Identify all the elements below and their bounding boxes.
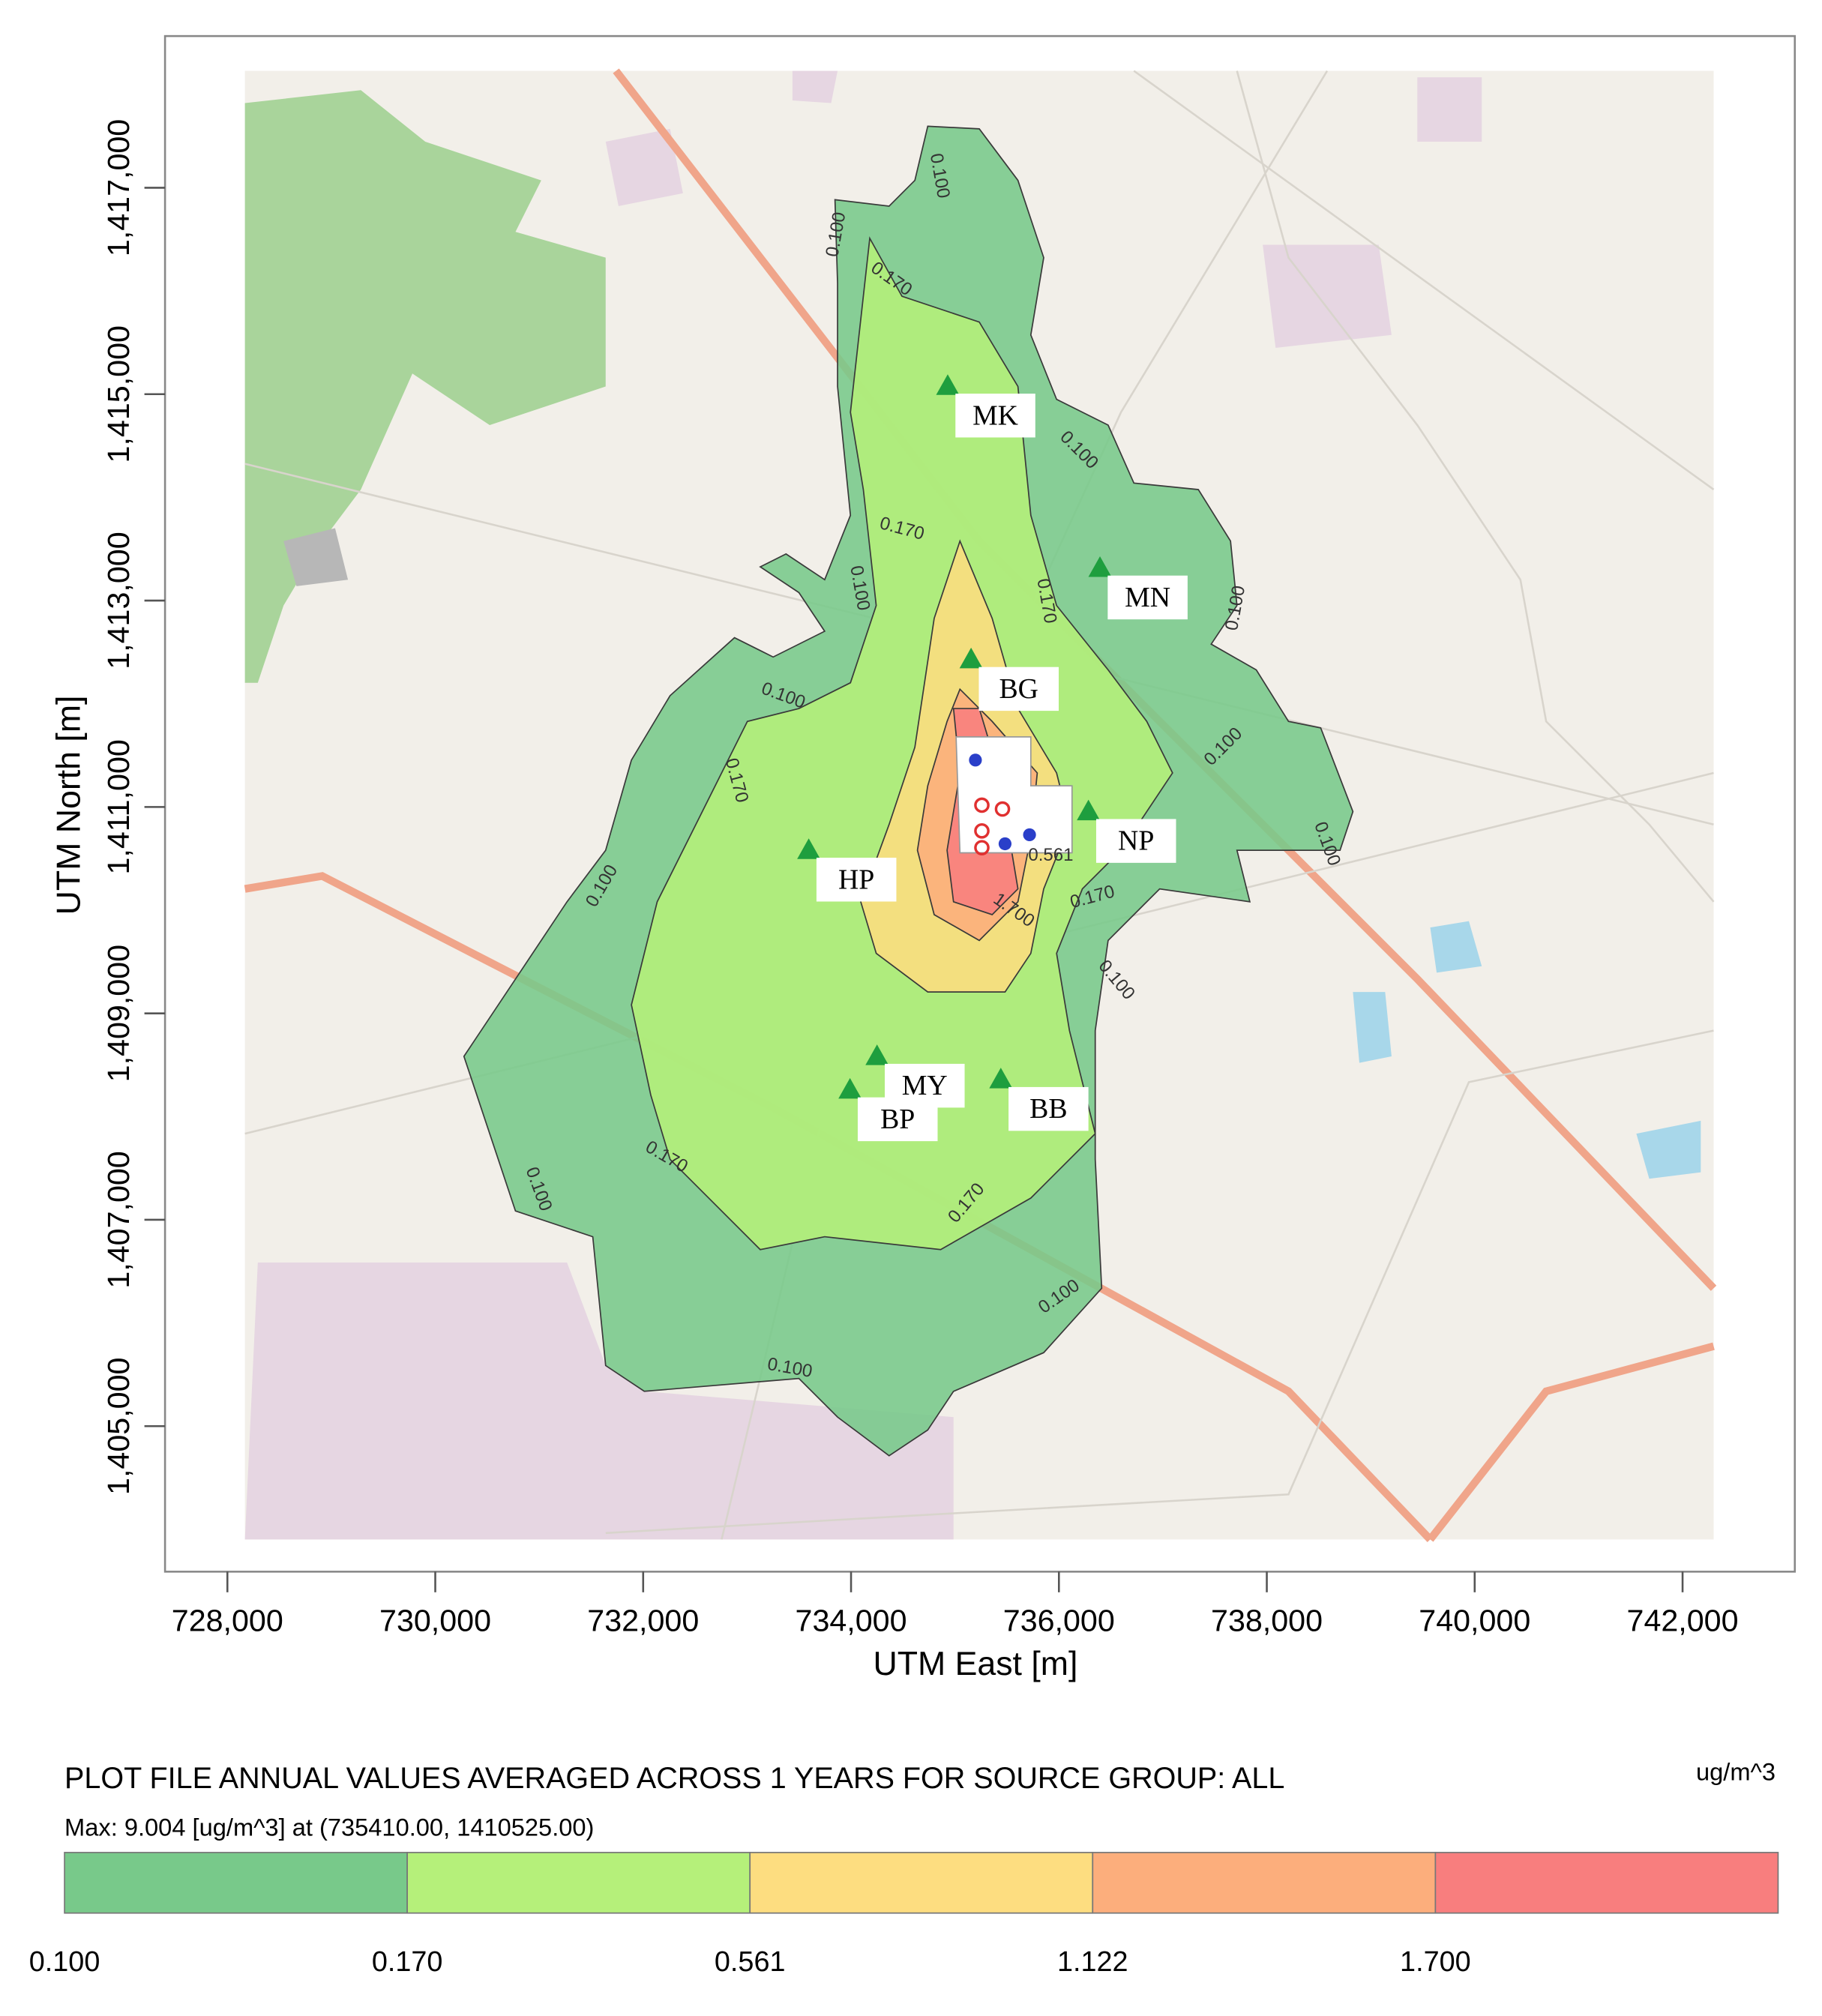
x-axis-title: UTM East [m]	[873, 1646, 1077, 1682]
x-tick-label: 732,000	[587, 1603, 699, 1637]
legend-label: 1.122	[1057, 1946, 1128, 1978]
receptor-marker	[865, 1044, 889, 1065]
receptor-marker	[1088, 556, 1112, 577]
x-tick-label: 730,000	[379, 1603, 491, 1637]
x-tick-label: 736,000	[1003, 1603, 1115, 1637]
receptor-label: HP	[838, 864, 874, 895]
dynamic-layer: 728,000 730,000 732,000 734,000 736,000 738,0…	[29, 119, 1779, 1978]
receptor-label: MN	[1125, 582, 1170, 613]
receptor-marker	[959, 647, 983, 669]
y-tick-label: 1,411,000	[101, 739, 136, 874]
receptor-label-box	[955, 394, 1035, 438]
plot-frame	[163, 34, 1797, 1573]
receptor-marker	[838, 1077, 862, 1099]
receptor-marker	[989, 1068, 1013, 1089]
legend-label: 0.100	[29, 1946, 100, 1978]
contour-region	[631, 236, 1173, 1251]
facility	[955, 736, 1073, 855]
receptor-label: BP	[880, 1104, 915, 1135]
x-tick-label: 742,000	[1627, 1603, 1739, 1637]
x-tick-label: 728,000	[172, 1603, 283, 1637]
legend-label: 0.561	[715, 1946, 786, 1978]
legend-label: 0.170	[372, 1946, 443, 1978]
receptor-label-box	[1095, 819, 1176, 863]
x-tick-label: 738,000	[1211, 1603, 1323, 1637]
receptor-label-box	[816, 858, 897, 902]
receptor-label: MK	[972, 400, 1018, 431]
receptor-marker	[1077, 799, 1101, 821]
x-tick-label: 734,000	[796, 1603, 907, 1637]
max-value-text: Max: 9.004 [ug/m^3] at (735410.00, 14105…	[64, 1814, 594, 1841]
receptor-marker	[797, 838, 821, 859]
y-tick-label: 1,417,000	[101, 119, 136, 256]
receptor-label-box	[1008, 1086, 1089, 1131]
receptor-label: NP	[1118, 825, 1154, 857]
y-axis-title: UTM North [m]	[51, 696, 88, 915]
legend-swatch	[749, 1852, 1094, 1914]
receptor-label: MY	[902, 1070, 948, 1101]
legend-units: ug/m^3	[1696, 1758, 1776, 1786]
y-tick-label: 1,405,000	[101, 1358, 136, 1495]
receptor-label-box	[1107, 575, 1188, 620]
legend-title: PLOT FILE ANNUAL VALUES AVERAGED ACROSS …	[64, 1762, 1284, 1795]
legend-label: 1.700	[1400, 1946, 1471, 1978]
y-tick-label: 1,415,000	[101, 325, 136, 463]
y-tick-label: 1,409,000	[101, 945, 136, 1082]
receptor-label: BB	[1029, 1093, 1067, 1125]
receptor-label: BG	[999, 673, 1038, 705]
legend-swatch	[1092, 1852, 1437, 1914]
y-tick-label: 1,407,000	[101, 1151, 136, 1288]
contour-label: 0.561	[1028, 845, 1073, 865]
x-tick-label: 740,000	[1419, 1603, 1530, 1637]
receptor-marker	[936, 374, 960, 395]
receptor-label-box	[857, 1097, 938, 1142]
y-tick-label: 1,413,000	[101, 532, 136, 669]
legend-swatch	[1434, 1852, 1779, 1914]
legend-swatch	[64, 1852, 408, 1914]
legend-swatch	[406, 1852, 751, 1914]
receptor-label-box	[978, 667, 1059, 711]
